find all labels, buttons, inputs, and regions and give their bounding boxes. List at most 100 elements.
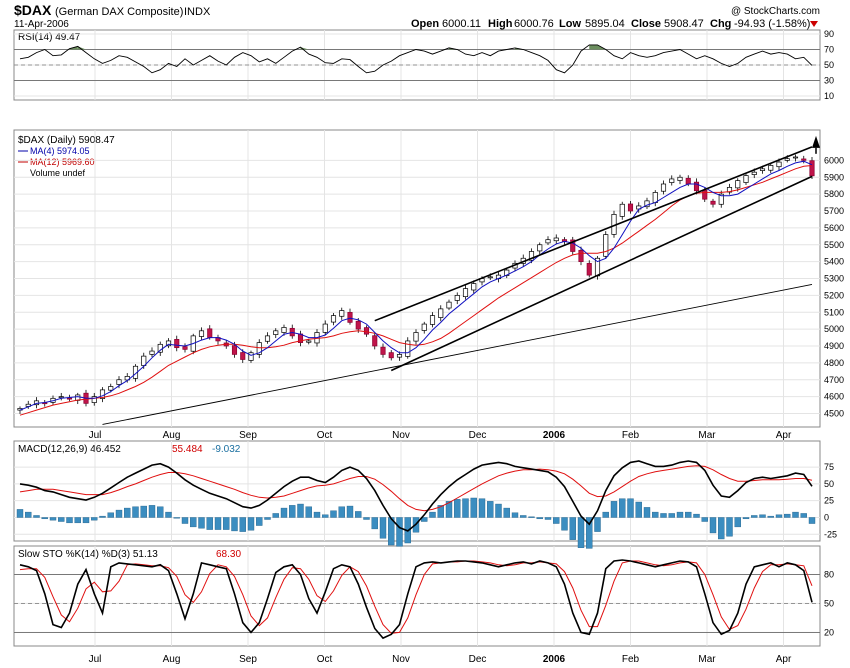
price-y-tick-label: 5500 — [824, 240, 844, 250]
macd-histogram-bar — [223, 517, 230, 530]
macd-histogram-bar — [91, 517, 98, 521]
candle-body — [792, 156, 799, 159]
macd-histogram-bar — [734, 517, 741, 528]
macd-histogram-bar — [643, 507, 651, 518]
x-tick-label: Nov — [392, 654, 410, 665]
low-label: Low — [559, 18, 581, 30]
candle-body — [438, 308, 444, 318]
rsi-overbought-area — [77, 46, 86, 50]
candle-body — [421, 323, 427, 331]
sto-y-tick-label: 20 — [824, 627, 834, 637]
macd-histogram-bar — [445, 501, 453, 518]
macd-histogram-bar — [379, 517, 387, 539]
high-value: 6000.76 — [514, 18, 554, 30]
x-tick-label: Jul — [89, 654, 102, 665]
candle-body — [413, 332, 419, 342]
macd-histogram-bar — [602, 511, 609, 518]
trendline-long-term-support — [102, 283, 813, 425]
price-y-tick-label: 5000 — [824, 324, 844, 334]
symbol-name: (German DAX Composite) — [55, 6, 183, 18]
macd-histogram-bar — [322, 514, 329, 518]
candle-body — [537, 244, 543, 252]
ma4-line — [19, 160, 813, 411]
price-y-tick-label: 5100 — [824, 307, 844, 317]
macd-y-tick-label: 0 — [824, 513, 829, 523]
price-y-tick-label: 5300 — [824, 274, 844, 284]
candle-body — [281, 327, 287, 333]
trendline-channel-lower — [390, 175, 813, 372]
candle-body — [355, 320, 361, 330]
stochastic-panel — [13, 545, 821, 647]
candle-body — [487, 276, 493, 279]
macd-histogram-bar — [751, 515, 758, 518]
candle-body — [372, 335, 378, 347]
macd-histogram-bar — [173, 517, 180, 519]
macd-histogram-bar — [313, 511, 321, 518]
high-label: High — [488, 18, 513, 30]
macd-histogram-bar — [487, 501, 494, 518]
candle-body — [396, 354, 403, 358]
price-y-tick-label: 4500 — [824, 409, 844, 419]
price-y-tick-label: 5800 — [824, 189, 844, 199]
macd-histogram-bar — [272, 513, 279, 518]
candle-body — [388, 352, 394, 359]
candle-body — [545, 239, 551, 244]
candle-body — [644, 200, 650, 208]
macd-histogram-bar — [536, 517, 543, 520]
macd-histogram-bar — [371, 517, 378, 530]
candle-body — [743, 175, 749, 183]
macd-histogram-bar — [148, 505, 156, 518]
price-y-tick-label: 4800 — [824, 358, 844, 368]
candle-body — [174, 339, 180, 349]
macd-y-tick-label: 25 — [824, 496, 834, 506]
low-value: 5895.04 — [585, 18, 625, 30]
candle-body — [322, 323, 328, 333]
candle-body — [693, 181, 700, 192]
macd-histogram-bar — [701, 517, 708, 522]
x-tick-label: 2006 — [543, 430, 566, 441]
candle-body — [627, 203, 634, 212]
candle-body — [330, 315, 337, 323]
macd-histogram-bar — [198, 517, 205, 529]
macd-histogram-bar — [784, 513, 791, 518]
candle-body — [363, 327, 370, 335]
macd-histogram-bar — [33, 515, 40, 518]
candle-body — [702, 189, 708, 200]
x-tick-label: 2006 — [543, 654, 566, 665]
x-tick-label: Sep — [239, 654, 257, 665]
rsi-y-tick-label: 30 — [824, 76, 834, 86]
price-legend-ma12: MA(12) 5969.60 — [30, 157, 95, 167]
macd-histogram-bar — [594, 517, 601, 532]
candle-body — [108, 386, 114, 391]
macd-legend-main: MACD(12,26,9) 46.452 — [18, 444, 121, 455]
candle-body — [116, 379, 122, 385]
candle-body — [248, 352, 254, 361]
price-legend-volume: Volume undef — [30, 168, 86, 178]
copyright: @ StockCharts.com — [731, 6, 820, 17]
candle-body — [149, 350, 155, 355]
candle-body — [182, 346, 188, 350]
macd-histogram-bar — [124, 507, 131, 518]
macd-histogram-bar — [99, 515, 106, 518]
rsi-overbought-area — [589, 44, 598, 50]
macd-line — [19, 460, 813, 532]
candle-body — [578, 249, 584, 262]
macd-histogram-bar — [355, 511, 362, 518]
macd-histogram-bar — [586, 517, 593, 549]
macd-histogram-bar — [165, 511, 172, 518]
macd-histogram-bar — [115, 509, 123, 518]
symbol: $DAX — [14, 2, 52, 18]
x-tick-label: Aug — [163, 654, 181, 665]
macd-histogram-bar — [775, 514, 783, 518]
macd-histogram-bar — [503, 507, 510, 518]
macd-histogram-bar — [792, 511, 799, 518]
macd-histogram-bar — [421, 517, 428, 522]
candle-body — [462, 288, 469, 298]
candle-body — [735, 180, 741, 189]
macd-y-tick-label: -25 — [824, 529, 837, 539]
sto-legend-d: 68.30 — [216, 549, 241, 560]
macd-histogram-bar — [660, 513, 667, 518]
macd-histogram-bar — [693, 513, 700, 518]
candle-body — [405, 340, 411, 357]
